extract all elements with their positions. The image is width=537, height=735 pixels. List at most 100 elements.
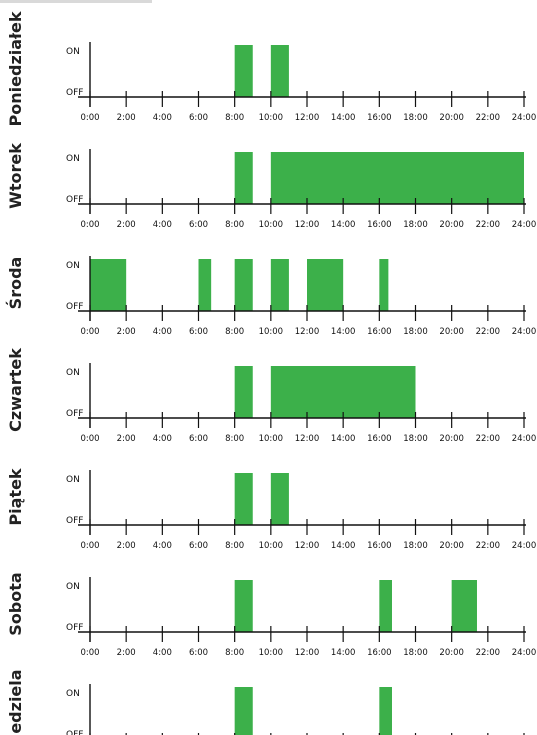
x-tick-label: 22:00 xyxy=(476,327,501,337)
x-tick-label: 6:00 xyxy=(189,220,208,230)
on-level-label: ON xyxy=(66,261,80,271)
x-tick-label: 16:00 xyxy=(367,541,392,551)
on-level-label: ON xyxy=(66,47,80,57)
on-interval-bar xyxy=(270,366,416,418)
x-tick-label: 20:00 xyxy=(439,434,464,444)
x-tick-label: 24:00 xyxy=(512,113,537,123)
day-label: Piątek xyxy=(6,468,25,526)
x-tick-label: 12:00 xyxy=(295,220,320,230)
x-tick-label: 18:00 xyxy=(403,434,428,444)
x-tick-label: 16:00 xyxy=(367,434,392,444)
x-tick-label: 10:00 xyxy=(259,541,284,551)
off-level-label: OFF xyxy=(66,88,83,98)
header-strip xyxy=(0,0,152,3)
x-tick-label: 18:00 xyxy=(403,327,428,337)
x-tick-label: 6:00 xyxy=(189,327,208,337)
off-level-label: OFF xyxy=(66,409,83,419)
on-interval-bar xyxy=(234,687,253,735)
on-interval-bar xyxy=(379,259,389,311)
off-level-label: OFF xyxy=(66,302,83,312)
x-tick-label: 18:00 xyxy=(403,220,428,230)
x-tick-label: 24:00 xyxy=(512,648,537,658)
x-tick-label: 10:00 xyxy=(259,327,284,337)
x-tick-label: 8:00 xyxy=(225,220,244,230)
x-tick-label: 22:00 xyxy=(476,113,501,123)
on-interval-bar xyxy=(451,580,477,632)
day-label: Czwartek xyxy=(6,348,25,432)
x-tick-label: 24:00 xyxy=(512,434,537,444)
x-tick-label: 16:00 xyxy=(367,113,392,123)
x-tick-label: 2:00 xyxy=(117,113,136,123)
on-level-label: ON xyxy=(66,582,80,592)
x-tick-label: 22:00 xyxy=(476,541,501,551)
x-tick-label: 20:00 xyxy=(439,541,464,551)
x-tick-label: 2:00 xyxy=(117,541,136,551)
x-tick-label: 24:00 xyxy=(512,327,537,337)
x-tick-label: 6:00 xyxy=(189,648,208,658)
off-level-label: OFF xyxy=(66,730,83,735)
x-tick-label: 0:00 xyxy=(80,220,99,230)
on-interval-bar xyxy=(270,473,289,525)
x-tick-label: 10:00 xyxy=(259,113,284,123)
x-tick-label: 14:00 xyxy=(331,220,356,230)
day-label: Sobota xyxy=(6,572,25,635)
x-tick-label: 16:00 xyxy=(367,327,392,337)
x-tick-label: 10:00 xyxy=(259,434,284,444)
on-interval-bar xyxy=(234,45,253,97)
on-level-label: ON xyxy=(66,475,80,485)
x-tick-label: 12:00 xyxy=(295,327,320,337)
x-tick-label: 18:00 xyxy=(403,113,428,123)
x-tick-label: 12:00 xyxy=(295,434,320,444)
on-interval-bar xyxy=(307,259,344,311)
x-tick-label: 14:00 xyxy=(331,327,356,337)
x-tick-label: 8:00 xyxy=(225,434,244,444)
x-tick-label: 12:00 xyxy=(295,113,320,123)
x-tick-label: 20:00 xyxy=(439,220,464,230)
x-tick-label: 18:00 xyxy=(403,541,428,551)
x-tick-label: 2:00 xyxy=(117,434,136,444)
day-label: Niedziela xyxy=(6,669,25,735)
on-level-label: ON xyxy=(66,689,80,699)
on-interval-bar xyxy=(234,259,253,311)
on-interval-bar xyxy=(270,259,289,311)
x-tick-label: 12:00 xyxy=(295,541,320,551)
x-tick-label: 2:00 xyxy=(117,220,136,230)
on-interval-bar xyxy=(234,473,253,525)
off-level-label: OFF xyxy=(66,516,83,526)
x-tick-label: 20:00 xyxy=(439,327,464,337)
x-tick-label: 14:00 xyxy=(331,113,356,123)
x-tick-label: 22:00 xyxy=(476,648,501,658)
on-interval-bar xyxy=(234,366,253,418)
x-tick-label: 14:00 xyxy=(331,434,356,444)
x-tick-label: 14:00 xyxy=(331,648,356,658)
x-tick-label: 12:00 xyxy=(295,648,320,658)
x-tick-label: 14:00 xyxy=(331,541,356,551)
on-interval-bar xyxy=(234,580,253,632)
on-interval-bar xyxy=(379,580,392,632)
x-tick-label: 24:00 xyxy=(512,220,537,230)
x-tick-label: 0:00 xyxy=(80,648,99,658)
x-tick-label: 20:00 xyxy=(439,113,464,123)
x-tick-label: 24:00 xyxy=(512,541,537,551)
on-interval-bar xyxy=(270,152,524,204)
x-tick-label: 4:00 xyxy=(153,434,172,444)
day-label: Poniedziałek xyxy=(6,11,25,126)
x-tick-label: 8:00 xyxy=(225,648,244,658)
x-tick-label: 4:00 xyxy=(153,113,172,123)
on-level-label: ON xyxy=(66,154,80,164)
x-tick-label: 22:00 xyxy=(476,434,501,444)
x-tick-label: 8:00 xyxy=(225,113,244,123)
x-tick-label: 6:00 xyxy=(189,434,208,444)
x-tick-label: 8:00 xyxy=(225,327,244,337)
on-interval-bar xyxy=(234,152,253,204)
x-tick-label: 0:00 xyxy=(80,434,99,444)
x-tick-label: 18:00 xyxy=(403,648,428,658)
x-tick-label: 6:00 xyxy=(189,113,208,123)
x-tick-label: 4:00 xyxy=(153,220,172,230)
x-tick-label: 4:00 xyxy=(153,327,172,337)
x-tick-label: 10:00 xyxy=(259,220,284,230)
x-tick-label: 20:00 xyxy=(439,648,464,658)
x-tick-label: 2:00 xyxy=(117,327,136,337)
on-interval-bar xyxy=(90,259,127,311)
